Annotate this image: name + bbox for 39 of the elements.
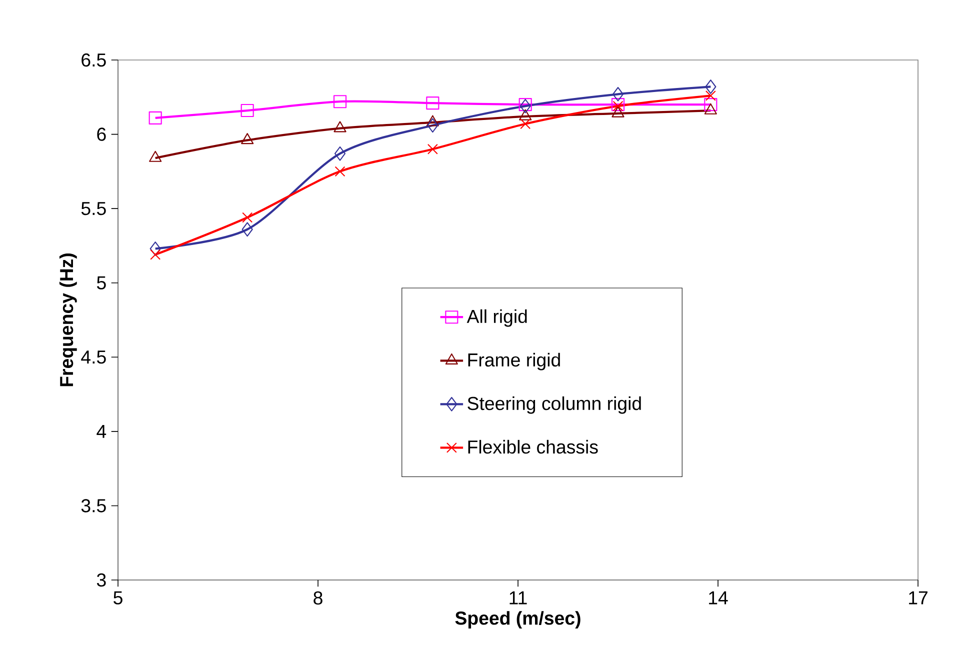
point (150, 241, 161, 256)
legend-label: All rigid (466, 309, 527, 327)
y-tick-label: 6.5 (82, 53, 106, 67)
point (334, 166, 346, 177)
legend-label: Frame rigid (468, 352, 560, 370)
point (242, 222, 253, 237)
point (240, 104, 254, 118)
x-tick-label: 17 (909, 591, 928, 604)
y-tick-label: 4.5 (81, 350, 106, 364)
point (150, 249, 161, 260)
point (242, 212, 253, 223)
point (427, 118, 438, 133)
point (241, 133, 254, 144)
point (426, 96, 440, 110)
y-tick-label: 3.5 (81, 499, 106, 512)
point (333, 95, 347, 108)
legend-label: Steering column rigid (468, 396, 641, 414)
x-tick-label: 5 (114, 591, 122, 604)
point (334, 146, 346, 161)
y-tick-label: 3 (96, 573, 106, 587)
point (705, 80, 716, 94)
point (611, 98, 625, 112)
point (427, 144, 438, 154)
point (612, 86, 624, 102)
y-tick-label: 5 (96, 276, 106, 290)
point (612, 100, 624, 112)
x-tick-label: 8 (314, 591, 322, 605)
y-tick-label: 5.5 (81, 202, 106, 216)
legend-label: Flexible chassis (468, 440, 598, 454)
point (520, 118, 531, 130)
x-tick-label: 11 (510, 591, 527, 604)
y-tick-label: 6 (97, 128, 106, 141)
point (705, 90, 716, 101)
y-tick-label: 4 (96, 425, 106, 438)
x-tick-label: 14 (709, 591, 728, 604)
y-axis-title: Frequency (Hz) (59, 254, 77, 386)
point (704, 98, 718, 112)
x-axis-title: Speed (m/sec) (455, 611, 580, 628)
point (148, 111, 162, 124)
